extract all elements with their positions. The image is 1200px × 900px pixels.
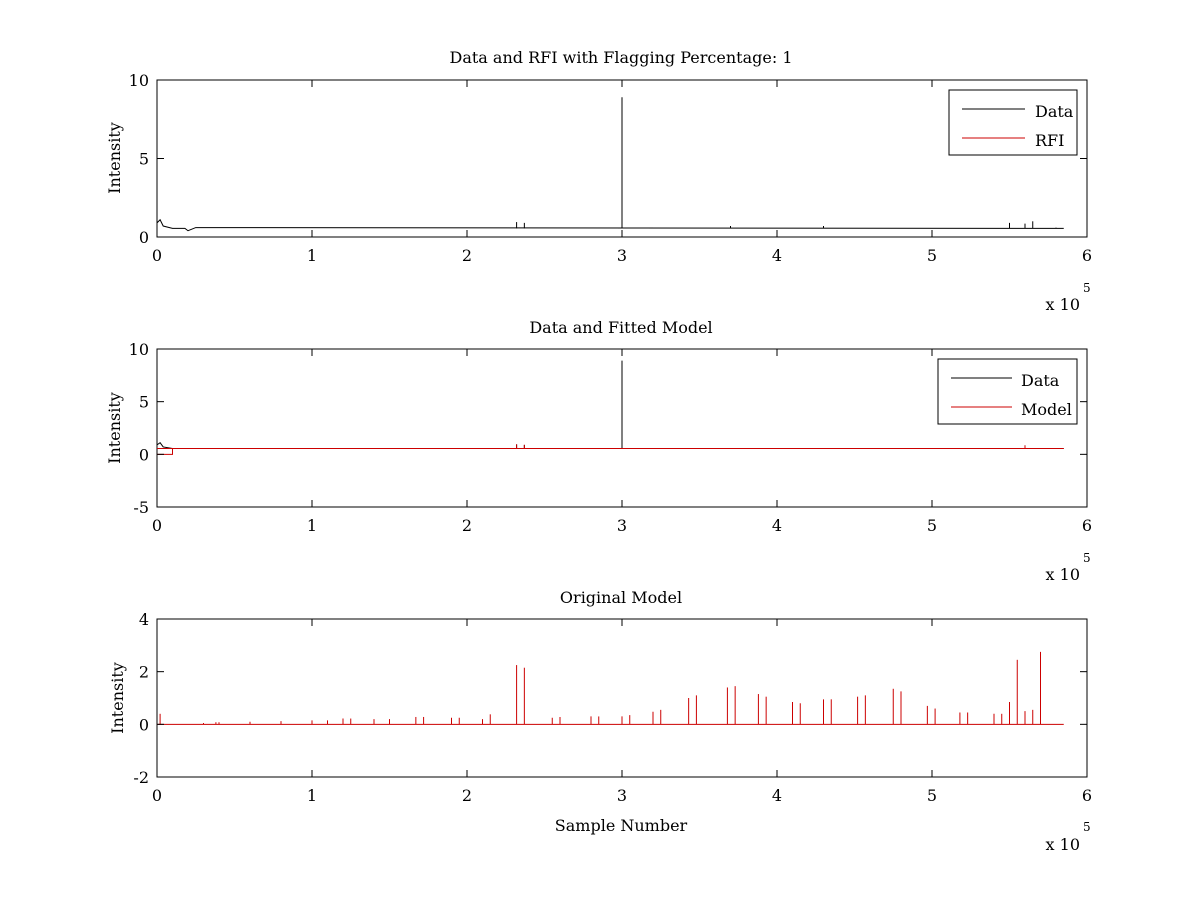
x-tick-label: 1 (307, 786, 317, 805)
x-tick-label: 5 (927, 246, 937, 265)
y-tick-label: 0 (139, 228, 149, 247)
x-tick-label: 3 (617, 246, 627, 265)
x-tick-label: 1 (307, 516, 317, 535)
panel-3-title: Original Model (560, 588, 682, 607)
y-tick-label: -2 (133, 768, 149, 787)
x-tick-label: 0 (152, 246, 162, 265)
x-tick-label: 3 (617, 516, 627, 535)
x-tick-label: 6 (1082, 246, 1092, 265)
x-tick-label: 5 (927, 786, 937, 805)
legend-rfi-label: RFI (1035, 131, 1064, 150)
panel-data-rfi: Data and RFI with Flagging Percentage: 1… (105, 48, 1092, 314)
panel-2-legend-box (937, 358, 1078, 425)
x-tick-label: 6 (1082, 786, 1092, 805)
panel-3-ylabel: Intensity (108, 662, 127, 734)
y-tick-label: 4 (139, 610, 149, 629)
panel-2-ylabel: Intensity (105, 392, 124, 464)
x-tick-label: 2 (462, 786, 472, 805)
panel-3-multiplier-exp: 5 (1083, 820, 1091, 834)
legend-data-label-2: Data (1021, 371, 1060, 390)
panel-1-legend: Data RFI (948, 89, 1078, 156)
panel-3-multiplier: x 10 (1046, 835, 1080, 854)
series-data-line (156, 218, 1064, 232)
panel-1-ticks: 0 1 2 3 4 5 6 0 5 10 (129, 71, 1092, 265)
panel-1-legend-box (948, 89, 1078, 156)
y-tick-label: 10 (129, 340, 149, 359)
y-tick-label: -5 (133, 498, 149, 517)
x-tick-label: 4 (772, 246, 782, 265)
panel-2-legend: Data Model (937, 358, 1078, 425)
panel-2-title: Data and Fitted Model (529, 318, 712, 337)
panel-1-title: Data and RFI with Flagging Percentage: 1 (449, 48, 792, 67)
y-tick-label: 10 (129, 71, 149, 90)
y-tick-label: 0 (139, 715, 149, 734)
x-tick-label: 3 (617, 786, 627, 805)
y-tick-label: 5 (139, 393, 149, 412)
panel-3-xlabel: Sample Number (555, 816, 688, 835)
x-tick-label: 5 (927, 516, 937, 535)
x-tick-label: 4 (772, 516, 782, 535)
x-tick-label: 2 (462, 516, 472, 535)
x-tick-label: 0 (152, 786, 162, 805)
panel-2-multiplier: x 10 (1046, 565, 1080, 584)
legend-data-label: Data (1035, 102, 1074, 121)
panel-1-multiplier: x 10 (1046, 295, 1080, 314)
x-tick-label: 0 (152, 516, 162, 535)
legend-model-label: Model (1021, 400, 1072, 419)
panel-2-multiplier-exp: 5 (1083, 551, 1091, 565)
x-tick-label: 1 (307, 246, 317, 265)
panel-1-ylabel: Intensity (105, 122, 124, 194)
x-tick-label: 2 (462, 246, 472, 265)
panel-1-multiplier-exp: 5 (1083, 281, 1091, 295)
y-tick-label: 5 (139, 150, 149, 169)
x-tick-label: 6 (1082, 516, 1092, 535)
y-tick-label: 2 (139, 663, 149, 682)
x-tick-label: 4 (772, 786, 782, 805)
y-tick-label: 0 (139, 445, 149, 464)
